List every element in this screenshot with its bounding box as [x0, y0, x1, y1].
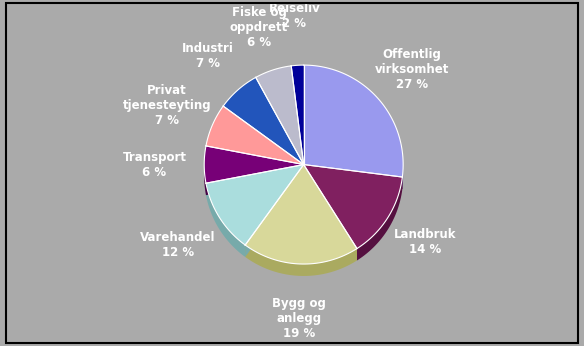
Text: Reiseliv
2 %: Reiseliv 2 %: [269, 2, 320, 30]
Polygon shape: [291, 65, 304, 165]
Polygon shape: [245, 165, 304, 257]
Polygon shape: [304, 165, 402, 248]
Polygon shape: [223, 78, 304, 165]
Polygon shape: [206, 165, 304, 245]
Polygon shape: [204, 146, 304, 183]
Polygon shape: [206, 183, 245, 257]
Polygon shape: [256, 66, 304, 165]
Polygon shape: [304, 165, 357, 261]
Polygon shape: [357, 177, 402, 261]
Polygon shape: [304, 165, 402, 189]
Polygon shape: [304, 65, 403, 177]
Text: Fiske og
oppdrett
6 %: Fiske og oppdrett 6 %: [230, 6, 288, 49]
Text: Privat
tjenesteyting
7 %: Privat tjenesteyting 7 %: [123, 84, 211, 127]
Text: Offentlig
virksomhet
27 %: Offentlig virksomhet 27 %: [375, 48, 449, 91]
Polygon shape: [304, 165, 357, 261]
Text: Industri
7 %: Industri 7 %: [182, 42, 234, 70]
Polygon shape: [204, 165, 206, 195]
Polygon shape: [206, 165, 304, 195]
Polygon shape: [304, 165, 402, 189]
Text: Transport
6 %: Transport 6 %: [123, 151, 186, 179]
Text: Varehandel
12 %: Varehandel 12 %: [140, 230, 215, 258]
Text: Bygg og
anlegg
19 %: Bygg og anlegg 19 %: [272, 297, 326, 340]
Polygon shape: [206, 165, 304, 195]
Polygon shape: [245, 245, 357, 276]
Text: Landbruk
14 %: Landbruk 14 %: [394, 228, 457, 256]
Polygon shape: [245, 165, 304, 257]
Polygon shape: [206, 106, 304, 165]
Polygon shape: [402, 165, 403, 189]
Polygon shape: [245, 165, 357, 264]
